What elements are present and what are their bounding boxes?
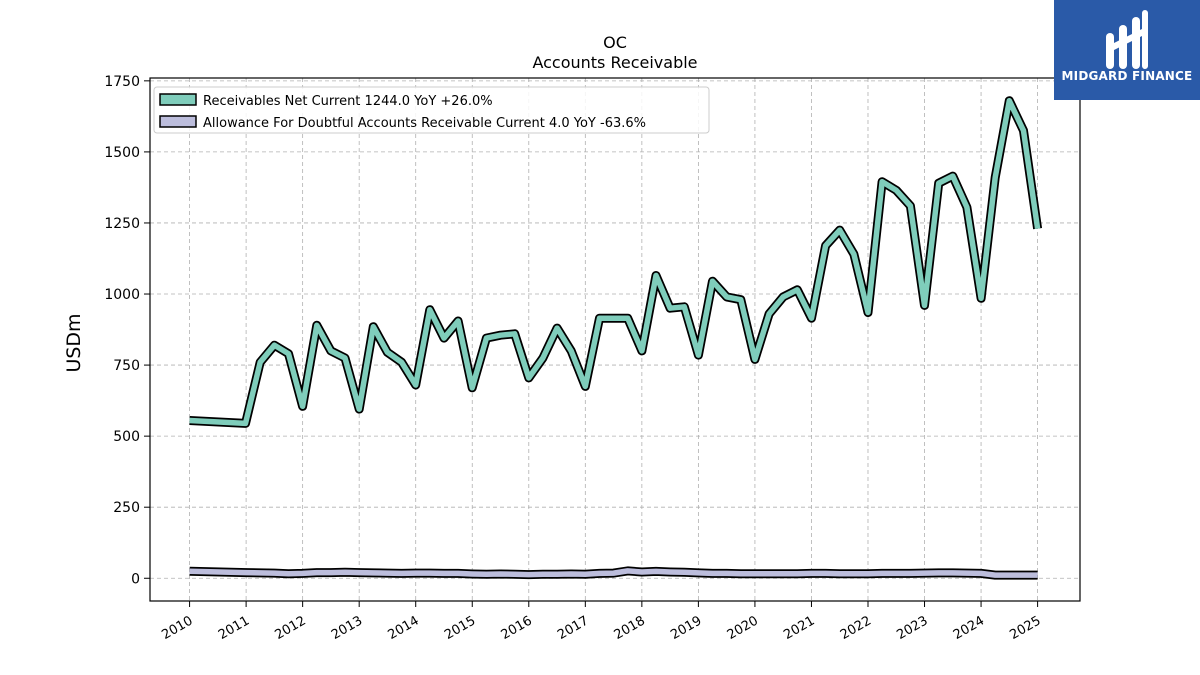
series-lines <box>189 96 1043 580</box>
legend-swatch-receivables <box>159 93 197 106</box>
x-tick-label: 2012 <box>272 613 308 643</box>
y-tick-label: 1000 <box>104 287 140 303</box>
x-tick-label: 2019 <box>668 613 704 643</box>
x-tick-label: 2011 <box>216 613 252 643</box>
y-tick-label: 500 <box>113 429 140 445</box>
chart-title: OC <box>603 33 627 52</box>
x-tick-label: 2021 <box>781 613 817 643</box>
chart-subtitle: Accounts Receivable <box>532 53 697 72</box>
y-tick-label: 0 <box>131 571 140 587</box>
series-line-allowance <box>189 568 1038 578</box>
plot-frame <box>149 77 1081 602</box>
legend-label-allowance: Allowance For Doubtful Accounts Receivab… <box>203 116 646 131</box>
x-tick-label: 2024 <box>951 613 987 643</box>
x-tick-label: 2010 <box>159 613 195 643</box>
x-tick-label: 2023 <box>894 613 930 643</box>
grid <box>150 78 1080 601</box>
y-tick-label: 250 <box>113 500 140 516</box>
series-line-receivables <box>189 97 1041 427</box>
x-tick-label: 2022 <box>838 613 874 643</box>
x-tick-label: 2017 <box>555 613 591 643</box>
x-tick-label: 2013 <box>329 613 365 643</box>
x-tick-label: 2020 <box>725 613 761 643</box>
logo-text: MIDGARD FINANCE <box>1061 69 1193 83</box>
legend-box <box>153 86 710 134</box>
x-tick-label: 2018 <box>612 613 648 643</box>
x-tick-label: 2015 <box>442 613 478 643</box>
y-axis-label: USDm <box>63 313 85 372</box>
x-tick-label: 2014 <box>386 613 422 643</box>
y-tick-label: 1250 <box>104 216 140 232</box>
y-tick-label: 1750 <box>104 74 140 90</box>
logo-mark-icon <box>1106 10 1148 69</box>
y-tick-label: 750 <box>113 358 140 374</box>
legend-label-receivables: Receivables Net Current 1244.0 YoY +26.0… <box>203 94 493 109</box>
x-axis-ticks: 2010 2011 2012 2013 2014 2015 2016 2017 2018 2019… <box>159 601 1044 643</box>
legend: Receivables Net Current 1244.0 YoY +26.0… <box>153 86 710 134</box>
legend-swatch-allowance <box>159 115 197 128</box>
series-outline-receivables <box>189 96 1043 428</box>
midgard-finance-logo: MIDGARD FINANCE <box>1054 0 1200 100</box>
x-tick-label: 2016 <box>499 613 535 643</box>
x-tick-label: 2025 <box>1007 613 1043 643</box>
y-tick-label: 1500 <box>104 145 140 161</box>
y-axis-ticks: 0 250 500 750 1000 1250 1500 1750 <box>104 74 150 587</box>
